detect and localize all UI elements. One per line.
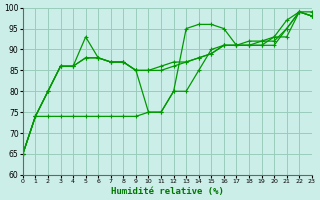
X-axis label: Humidité relative (%): Humidité relative (%) [111,187,224,196]
